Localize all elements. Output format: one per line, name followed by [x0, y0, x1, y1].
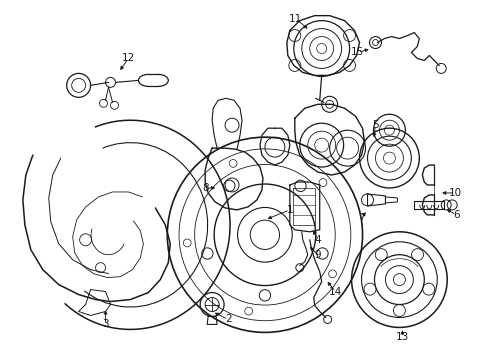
- Text: 9: 9: [315, 250, 321, 260]
- Text: 8: 8: [202, 183, 208, 193]
- Text: 10: 10: [449, 188, 462, 198]
- Text: 2: 2: [225, 314, 231, 324]
- Text: 13: 13: [396, 332, 409, 342]
- Text: 5: 5: [372, 120, 379, 130]
- Text: 7: 7: [358, 213, 365, 223]
- Text: 15: 15: [351, 48, 364, 58]
- Text: 12: 12: [122, 54, 135, 63]
- Text: 11: 11: [289, 14, 302, 24]
- Text: 14: 14: [329, 287, 343, 297]
- Text: 6: 6: [453, 210, 460, 220]
- Text: 4: 4: [315, 235, 321, 245]
- Text: 3: 3: [102, 319, 109, 329]
- Text: 1: 1: [287, 205, 293, 215]
